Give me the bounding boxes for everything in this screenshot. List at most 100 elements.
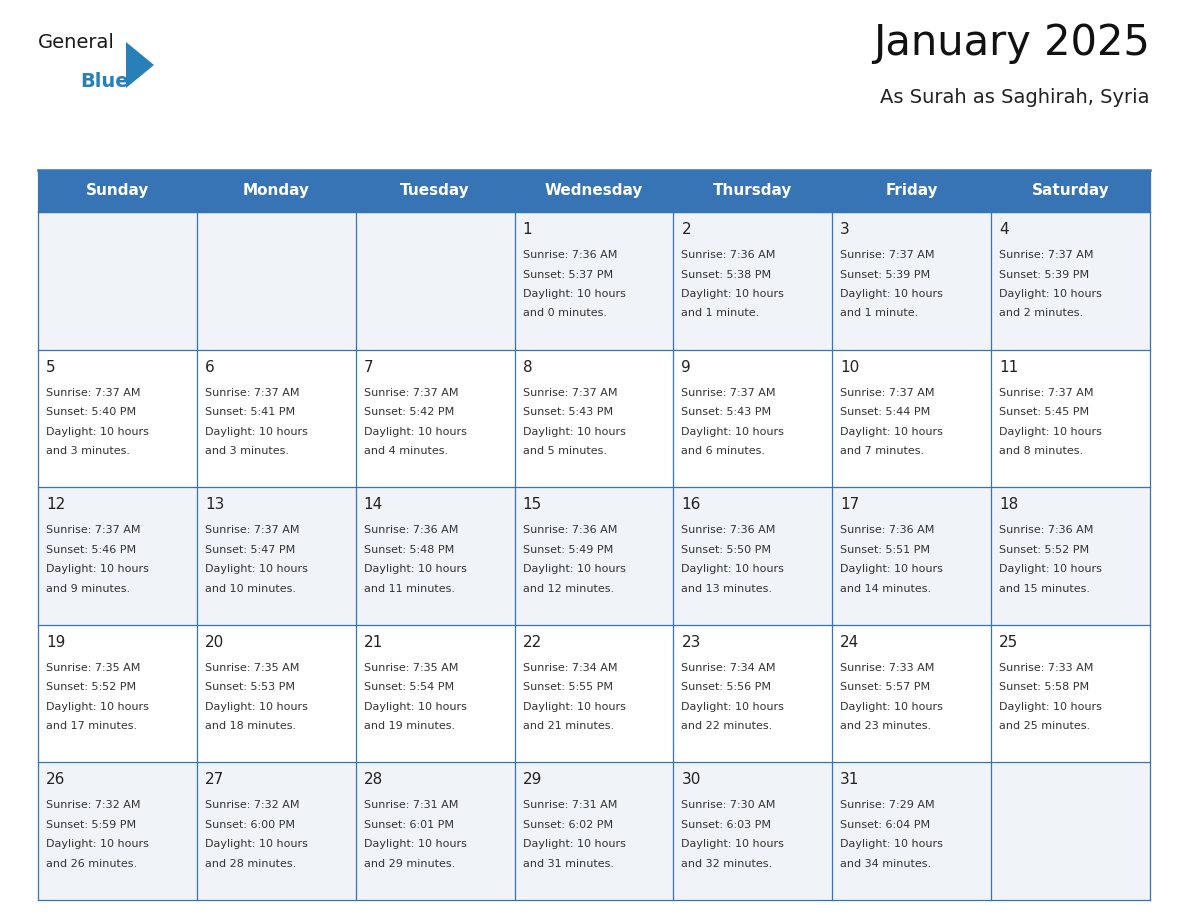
Text: Sunset: 6:03 PM: Sunset: 6:03 PM xyxy=(682,820,771,830)
Text: Sunrise: 7:30 AM: Sunrise: 7:30 AM xyxy=(682,800,776,811)
Bar xyxy=(197,625,355,763)
Text: 1: 1 xyxy=(523,222,532,237)
Bar xyxy=(514,170,674,212)
Bar xyxy=(833,212,991,350)
Text: 2: 2 xyxy=(682,222,691,237)
Text: Daylight: 10 hours: Daylight: 10 hours xyxy=(523,701,625,711)
Text: Sunset: 5:54 PM: Sunset: 5:54 PM xyxy=(364,682,454,692)
Bar xyxy=(197,487,355,625)
Text: Daylight: 10 hours: Daylight: 10 hours xyxy=(682,565,784,574)
Text: 15: 15 xyxy=(523,498,542,512)
Bar xyxy=(355,763,514,900)
Text: and 12 minutes.: and 12 minutes. xyxy=(523,584,614,594)
Text: Sunrise: 7:36 AM: Sunrise: 7:36 AM xyxy=(682,250,776,260)
Text: Daylight: 10 hours: Daylight: 10 hours xyxy=(999,427,1102,437)
Bar xyxy=(355,487,514,625)
Text: and 31 minutes.: and 31 minutes. xyxy=(523,859,613,869)
Text: Daylight: 10 hours: Daylight: 10 hours xyxy=(204,701,308,711)
Bar xyxy=(197,212,355,350)
Text: Sunrise: 7:31 AM: Sunrise: 7:31 AM xyxy=(523,800,617,811)
Text: 13: 13 xyxy=(204,498,225,512)
Text: Daylight: 10 hours: Daylight: 10 hours xyxy=(364,565,467,574)
Text: Daylight: 10 hours: Daylight: 10 hours xyxy=(999,701,1102,711)
Text: 21: 21 xyxy=(364,635,383,650)
Text: 26: 26 xyxy=(46,772,65,788)
Text: Daylight: 10 hours: Daylight: 10 hours xyxy=(682,701,784,711)
Text: Sunset: 5:52 PM: Sunset: 5:52 PM xyxy=(999,544,1089,554)
Bar xyxy=(355,625,514,763)
Text: Sunrise: 7:33 AM: Sunrise: 7:33 AM xyxy=(999,663,1093,673)
Text: Daylight: 10 hours: Daylight: 10 hours xyxy=(840,565,943,574)
Text: Daylight: 10 hours: Daylight: 10 hours xyxy=(204,839,308,849)
Text: Sunset: 5:40 PM: Sunset: 5:40 PM xyxy=(46,407,137,417)
Text: 30: 30 xyxy=(682,772,701,788)
Text: and 10 minutes.: and 10 minutes. xyxy=(204,584,296,594)
Text: Daylight: 10 hours: Daylight: 10 hours xyxy=(523,565,625,574)
Bar xyxy=(833,350,991,487)
Text: Daylight: 10 hours: Daylight: 10 hours xyxy=(46,839,148,849)
Text: Sunrise: 7:37 AM: Sunrise: 7:37 AM xyxy=(840,387,935,397)
Text: Wednesday: Wednesday xyxy=(545,184,643,198)
Text: and 15 minutes.: and 15 minutes. xyxy=(999,584,1091,594)
Text: Sunrise: 7:33 AM: Sunrise: 7:33 AM xyxy=(840,663,935,673)
Bar xyxy=(514,212,674,350)
Text: Daylight: 10 hours: Daylight: 10 hours xyxy=(523,289,625,299)
Text: Sunset: 5:42 PM: Sunset: 5:42 PM xyxy=(364,407,454,417)
Text: Sunrise: 7:36 AM: Sunrise: 7:36 AM xyxy=(364,525,459,535)
Text: Sunrise: 7:34 AM: Sunrise: 7:34 AM xyxy=(523,663,617,673)
Text: Sunset: 5:53 PM: Sunset: 5:53 PM xyxy=(204,682,295,692)
Bar xyxy=(38,350,197,487)
Text: Sunset: 5:59 PM: Sunset: 5:59 PM xyxy=(46,820,137,830)
Text: and 28 minutes.: and 28 minutes. xyxy=(204,859,296,869)
Text: 25: 25 xyxy=(999,635,1018,650)
Text: Sunrise: 7:36 AM: Sunrise: 7:36 AM xyxy=(523,525,617,535)
Text: and 19 minutes.: and 19 minutes. xyxy=(364,722,455,732)
Text: Sunrise: 7:29 AM: Sunrise: 7:29 AM xyxy=(840,800,935,811)
Text: Thursday: Thursday xyxy=(713,184,792,198)
Text: Sunset: 5:50 PM: Sunset: 5:50 PM xyxy=(682,544,771,554)
Bar xyxy=(514,487,674,625)
Text: Blue: Blue xyxy=(80,72,128,91)
Bar xyxy=(38,487,197,625)
Text: and 26 minutes.: and 26 minutes. xyxy=(46,859,137,869)
Text: and 29 minutes.: and 29 minutes. xyxy=(364,859,455,869)
Bar xyxy=(355,350,514,487)
Text: Tuesday: Tuesday xyxy=(400,184,470,198)
Text: January 2025: January 2025 xyxy=(873,22,1150,64)
Text: and 25 minutes.: and 25 minutes. xyxy=(999,722,1091,732)
Text: Sunset: 5:39 PM: Sunset: 5:39 PM xyxy=(840,270,930,279)
Text: Sunrise: 7:37 AM: Sunrise: 7:37 AM xyxy=(46,387,140,397)
Text: Friday: Friday xyxy=(885,184,939,198)
Text: Sunrise: 7:37 AM: Sunrise: 7:37 AM xyxy=(999,250,1094,260)
Text: and 1 minute.: and 1 minute. xyxy=(682,308,759,319)
Text: Daylight: 10 hours: Daylight: 10 hours xyxy=(682,839,784,849)
Text: 22: 22 xyxy=(523,635,542,650)
Text: As Surah as Saghirah, Syria: As Surah as Saghirah, Syria xyxy=(880,88,1150,107)
Text: 23: 23 xyxy=(682,635,701,650)
Bar xyxy=(197,350,355,487)
Text: 14: 14 xyxy=(364,498,383,512)
Bar xyxy=(355,212,514,350)
Bar xyxy=(833,170,991,212)
Bar xyxy=(833,625,991,763)
Text: Daylight: 10 hours: Daylight: 10 hours xyxy=(204,565,308,574)
Text: Sunrise: 7:31 AM: Sunrise: 7:31 AM xyxy=(364,800,459,811)
Text: Daylight: 10 hours: Daylight: 10 hours xyxy=(364,839,467,849)
Text: 3: 3 xyxy=(840,222,851,237)
Text: and 9 minutes.: and 9 minutes. xyxy=(46,584,131,594)
Text: and 3 minutes.: and 3 minutes. xyxy=(204,446,289,456)
Text: 24: 24 xyxy=(840,635,860,650)
Bar xyxy=(38,170,197,212)
Text: and 8 minutes.: and 8 minutes. xyxy=(999,446,1083,456)
Bar xyxy=(991,170,1150,212)
Text: and 1 minute.: and 1 minute. xyxy=(840,308,918,319)
Bar xyxy=(991,625,1150,763)
Text: 16: 16 xyxy=(682,498,701,512)
Bar xyxy=(833,763,991,900)
Text: and 14 minutes.: and 14 minutes. xyxy=(840,584,931,594)
Text: Sunrise: 7:37 AM: Sunrise: 7:37 AM xyxy=(840,250,935,260)
Text: Sunset: 5:51 PM: Sunset: 5:51 PM xyxy=(840,544,930,554)
Text: Sunset: 5:45 PM: Sunset: 5:45 PM xyxy=(999,407,1089,417)
Text: 7: 7 xyxy=(364,360,373,375)
Text: and 6 minutes.: and 6 minutes. xyxy=(682,446,765,456)
